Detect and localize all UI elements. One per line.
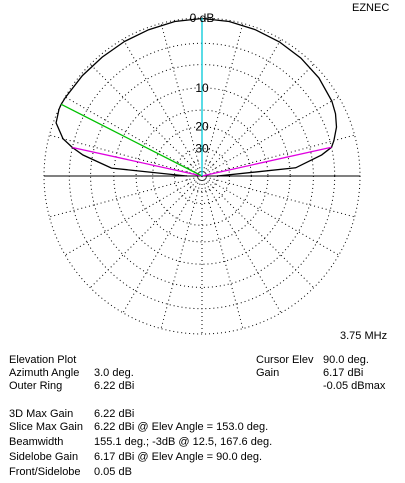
- sidelobe-gain-value: 6.17 dBi @ Elev Angle = 90.0 deg.: [94, 451, 263, 463]
- grid-radial: [49, 175, 203, 218]
- slice-max-gain-value: 6.22 dBi @ Elev Angle = 153.0 deg.: [94, 421, 269, 433]
- beamwidth-line-high: [72, 146, 203, 177]
- beamwidth-line-low: [201, 146, 332, 177]
- front-sidelobe-label: Front/Sidelobe: [9, 466, 81, 478]
- frequency-label: 3.75 MHz: [340, 330, 388, 342]
- outer-ring-label: Outer Ring: [9, 380, 63, 392]
- beamwidth-value: 155.1 deg.; -3dB @ 12.5, 167.6 deg.: [94, 436, 273, 448]
- polar-plot[interactable]: 0 dB 10 20 30: [0, 0, 405, 340]
- azimuth-angle-label: Azimuth Angle: [9, 367, 80, 379]
- beamwidth-label: Beamwidth: [9, 436, 64, 448]
- grid-radial: [160, 175, 203, 329]
- grid-radial: [201, 175, 315, 289]
- ring-label-0db: 0 dB: [190, 11, 215, 25]
- grid-radial: [201, 175, 340, 256]
- grid-radial: [201, 96, 340, 177]
- ring-label-20: 20: [195, 120, 209, 134]
- radiation-pattern-trace: [55, 17, 338, 177]
- grid-radial: [201, 63, 315, 177]
- plot-type-label: Elevation Plot: [9, 354, 77, 366]
- grid-radial: [89, 63, 203, 177]
- front-sidelobe-value: 0.05 dB: [94, 466, 132, 478]
- max-gain-line: [60, 103, 203, 177]
- max-gain-3d-value: 6.22 dBi: [94, 408, 135, 420]
- ring-label-30: 30: [195, 142, 209, 156]
- grid-radial: [122, 175, 203, 314]
- outer-ring-value: 6.22 dBi: [94, 380, 135, 392]
- max-gain-3d-label: 3D Max Gain: [9, 408, 74, 420]
- cursor-dbmax-value: -0.05 dBmax: [323, 380, 386, 392]
- cursor-elev-label: Cursor Elev: [256, 354, 314, 366]
- grid-radial: [201, 175, 244, 329]
- grid-radial: [64, 175, 203, 256]
- cursor-elev-value: 90.0 deg.: [323, 354, 369, 366]
- grid-radial: [201, 175, 355, 218]
- grid-radial: [201, 38, 282, 177]
- grid-radial: [89, 175, 203, 289]
- ring-label-10: 10: [195, 81, 209, 95]
- sidelobe-gain-label: Sidelobe Gain: [9, 451, 79, 463]
- cursor-gain-label: Gain: [256, 367, 280, 379]
- grid-radial: [64, 96, 203, 177]
- cursor-gain-value: 6.17 dBi: [323, 367, 364, 379]
- app-label: EZNEC: [352, 2, 390, 14]
- grid-radial: [201, 175, 282, 314]
- azimuth-angle-value: 3.0 deg.: [94, 367, 134, 379]
- slice-max-gain-label: Slice Max Gain: [9, 421, 83, 433]
